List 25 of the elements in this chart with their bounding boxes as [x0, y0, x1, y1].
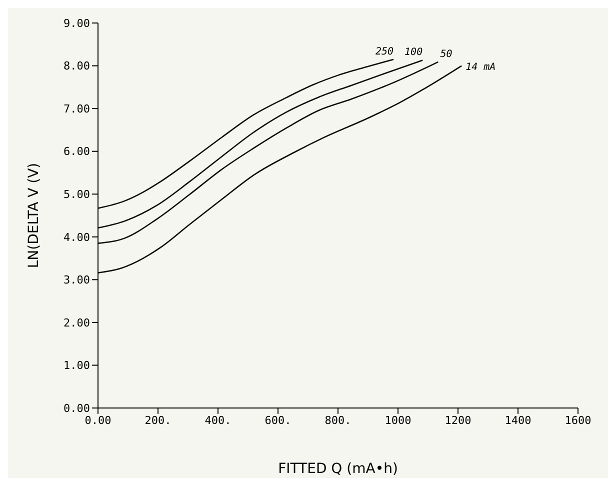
x-tick-label: 200.: [144, 414, 172, 427]
x-tick-label: 1000: [384, 414, 412, 427]
series-label: 50: [440, 48, 452, 60]
y-tick-label: 3.00: [64, 274, 90, 287]
y-tick-label: 2.00: [64, 316, 90, 330]
x-tick-label: 1400: [504, 414, 532, 427]
y-axis-title: LN(DELTA V (V): [26, 162, 42, 268]
x-tick-label: 0.00: [84, 414, 112, 427]
y-tick-label: 5.00: [64, 188, 90, 202]
x-tick-label: 1200: [444, 414, 472, 427]
x-tick-label: 1600: [564, 414, 592, 427]
y-tick-label: 4.00: [64, 230, 90, 244]
series-label: 14 mA: [466, 62, 496, 73]
x-tick-label: 800.: [324, 414, 352, 427]
series-label: 250: [375, 46, 394, 58]
y-tick-label: 8.00: [64, 60, 90, 73]
y-tick-label: 0.00: [64, 402, 90, 415]
series-label: 100: [404, 47, 423, 58]
y-tick-label: 1.00: [64, 359, 90, 372]
x-tick-label: 400.: [204, 414, 232, 427]
y-tick-label: 6.00: [64, 145, 90, 158]
x-axis-title: FITTED Q (mA•h): [278, 460, 398, 477]
x-tick-label: 600.: [264, 414, 292, 427]
y-tick-label: 7.00: [64, 102, 90, 116]
y-tick-label: 9.00: [64, 16, 90, 30]
